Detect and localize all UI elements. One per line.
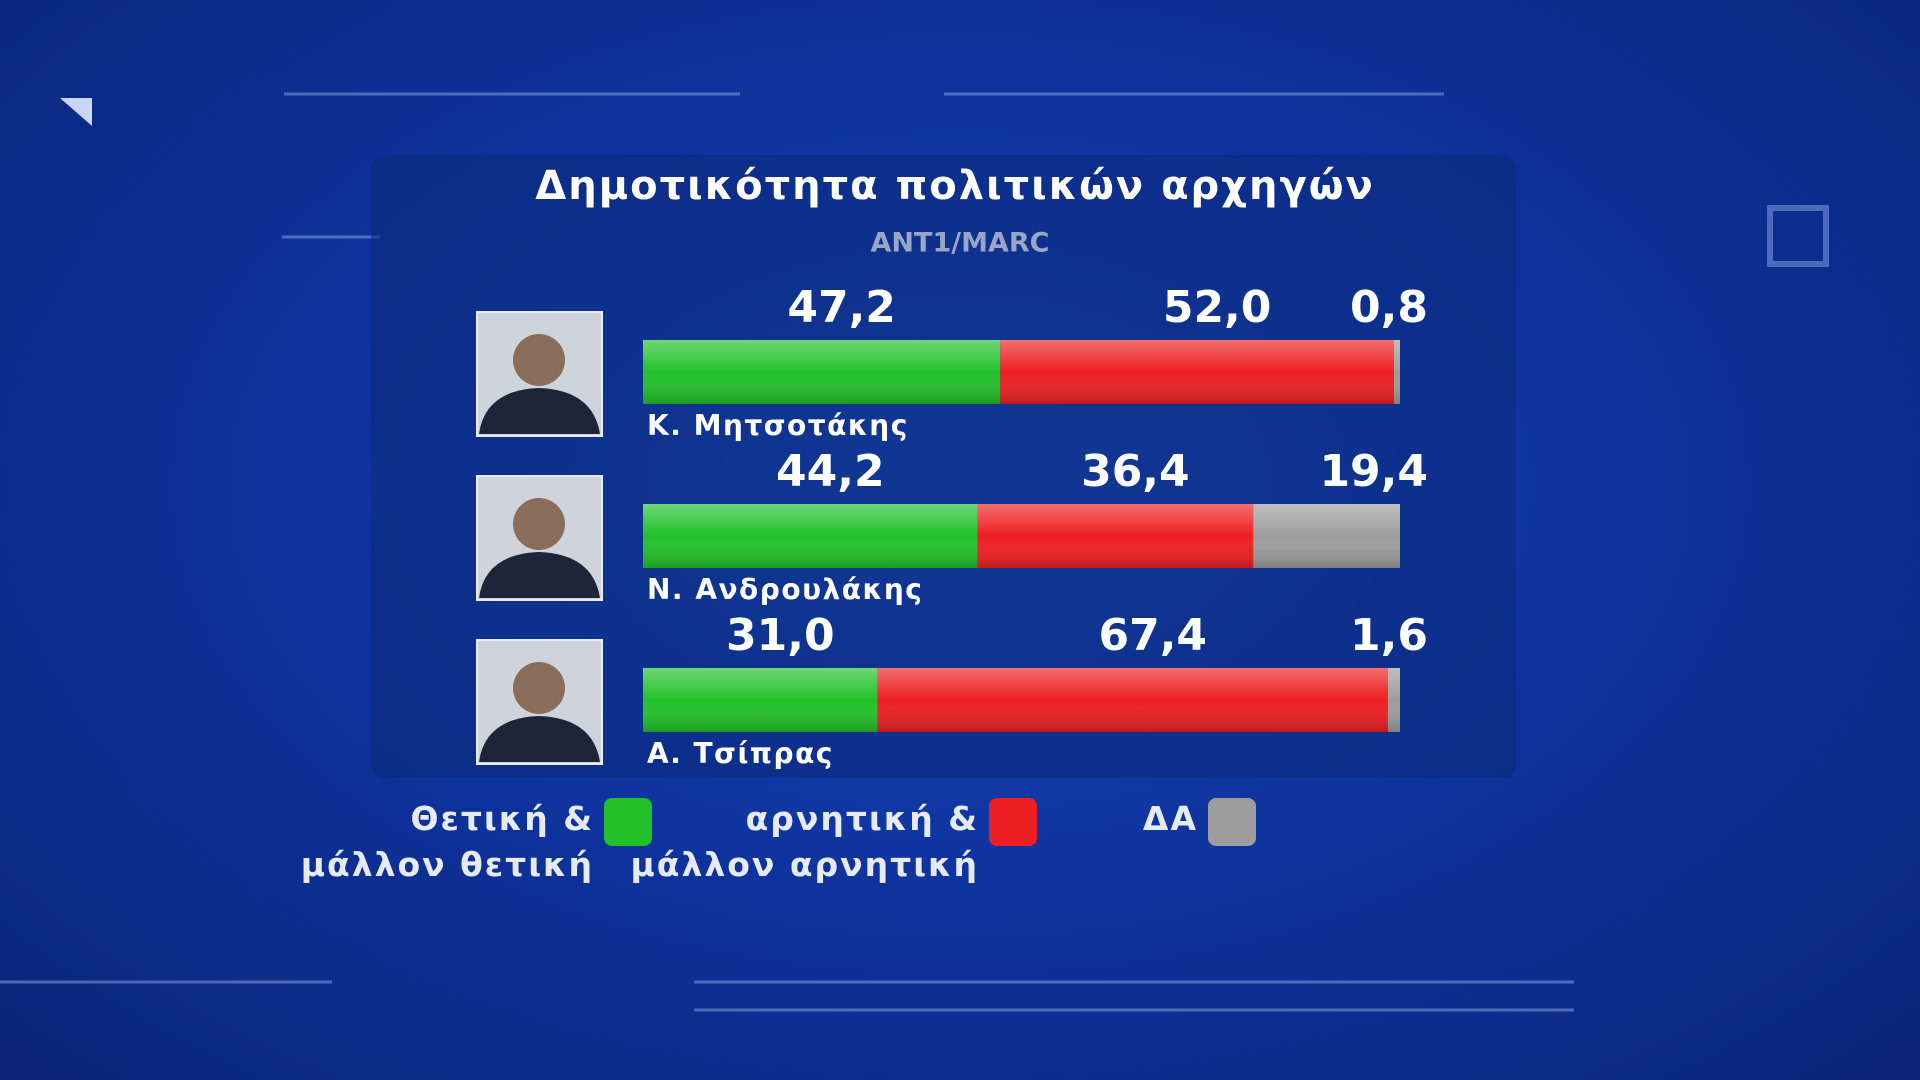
legend-swatch: [1208, 798, 1256, 846]
chart-subtitle: ANT1/MARC: [871, 228, 1050, 259]
legend-swatch: [989, 798, 1037, 846]
photo: [479, 552, 600, 598]
value-label: 19,4: [1319, 446, 1428, 497]
bar-shine: [1387, 668, 1400, 732]
legend-label: Θετική & μάλλον θετική: [300, 799, 594, 884]
decoration: [0, 92, 1829, 1012]
bar-shine: [643, 340, 1001, 404]
panel: [371, 155, 1516, 778]
photo: [513, 334, 565, 386]
bar-shine: [1393, 340, 1400, 404]
chart-title: Δημοτικότητα πολιτικών αρχηγών: [535, 163, 1374, 209]
bar-shine: [1253, 504, 1400, 568]
value-label: 47,2: [787, 282, 896, 333]
decoration: [60, 98, 92, 126]
bar-shine: [877, 668, 1388, 732]
bar-shine: [1000, 340, 1394, 404]
photo: [513, 662, 565, 714]
bar-shine: [643, 504, 978, 568]
value-label: 31,0: [726, 610, 835, 661]
photo: [513, 498, 565, 550]
photo: [479, 388, 600, 434]
value-label: 0,8: [1350, 282, 1428, 333]
photo: [479, 716, 600, 762]
value-label: 52,0: [1163, 282, 1272, 333]
legend-label: ΔΑ: [1142, 799, 1198, 838]
category-label: Κ. Μητσοτάκης: [647, 409, 909, 442]
bar-shine: [977, 504, 1254, 568]
value-label: 44,2: [776, 446, 885, 497]
category-label: Ν. Ανδρουλάκης: [647, 573, 923, 606]
value-label: 1,6: [1350, 610, 1428, 661]
bar-shine: [643, 668, 878, 732]
legend-label: αρνητική & μάλλον αρνητική: [630, 799, 979, 884]
value-label: 67,4: [1098, 610, 1207, 661]
legend-swatch: [604, 798, 652, 846]
value-label: 36,4: [1081, 446, 1190, 497]
category-label: Α. Τσίπρας: [647, 737, 834, 770]
